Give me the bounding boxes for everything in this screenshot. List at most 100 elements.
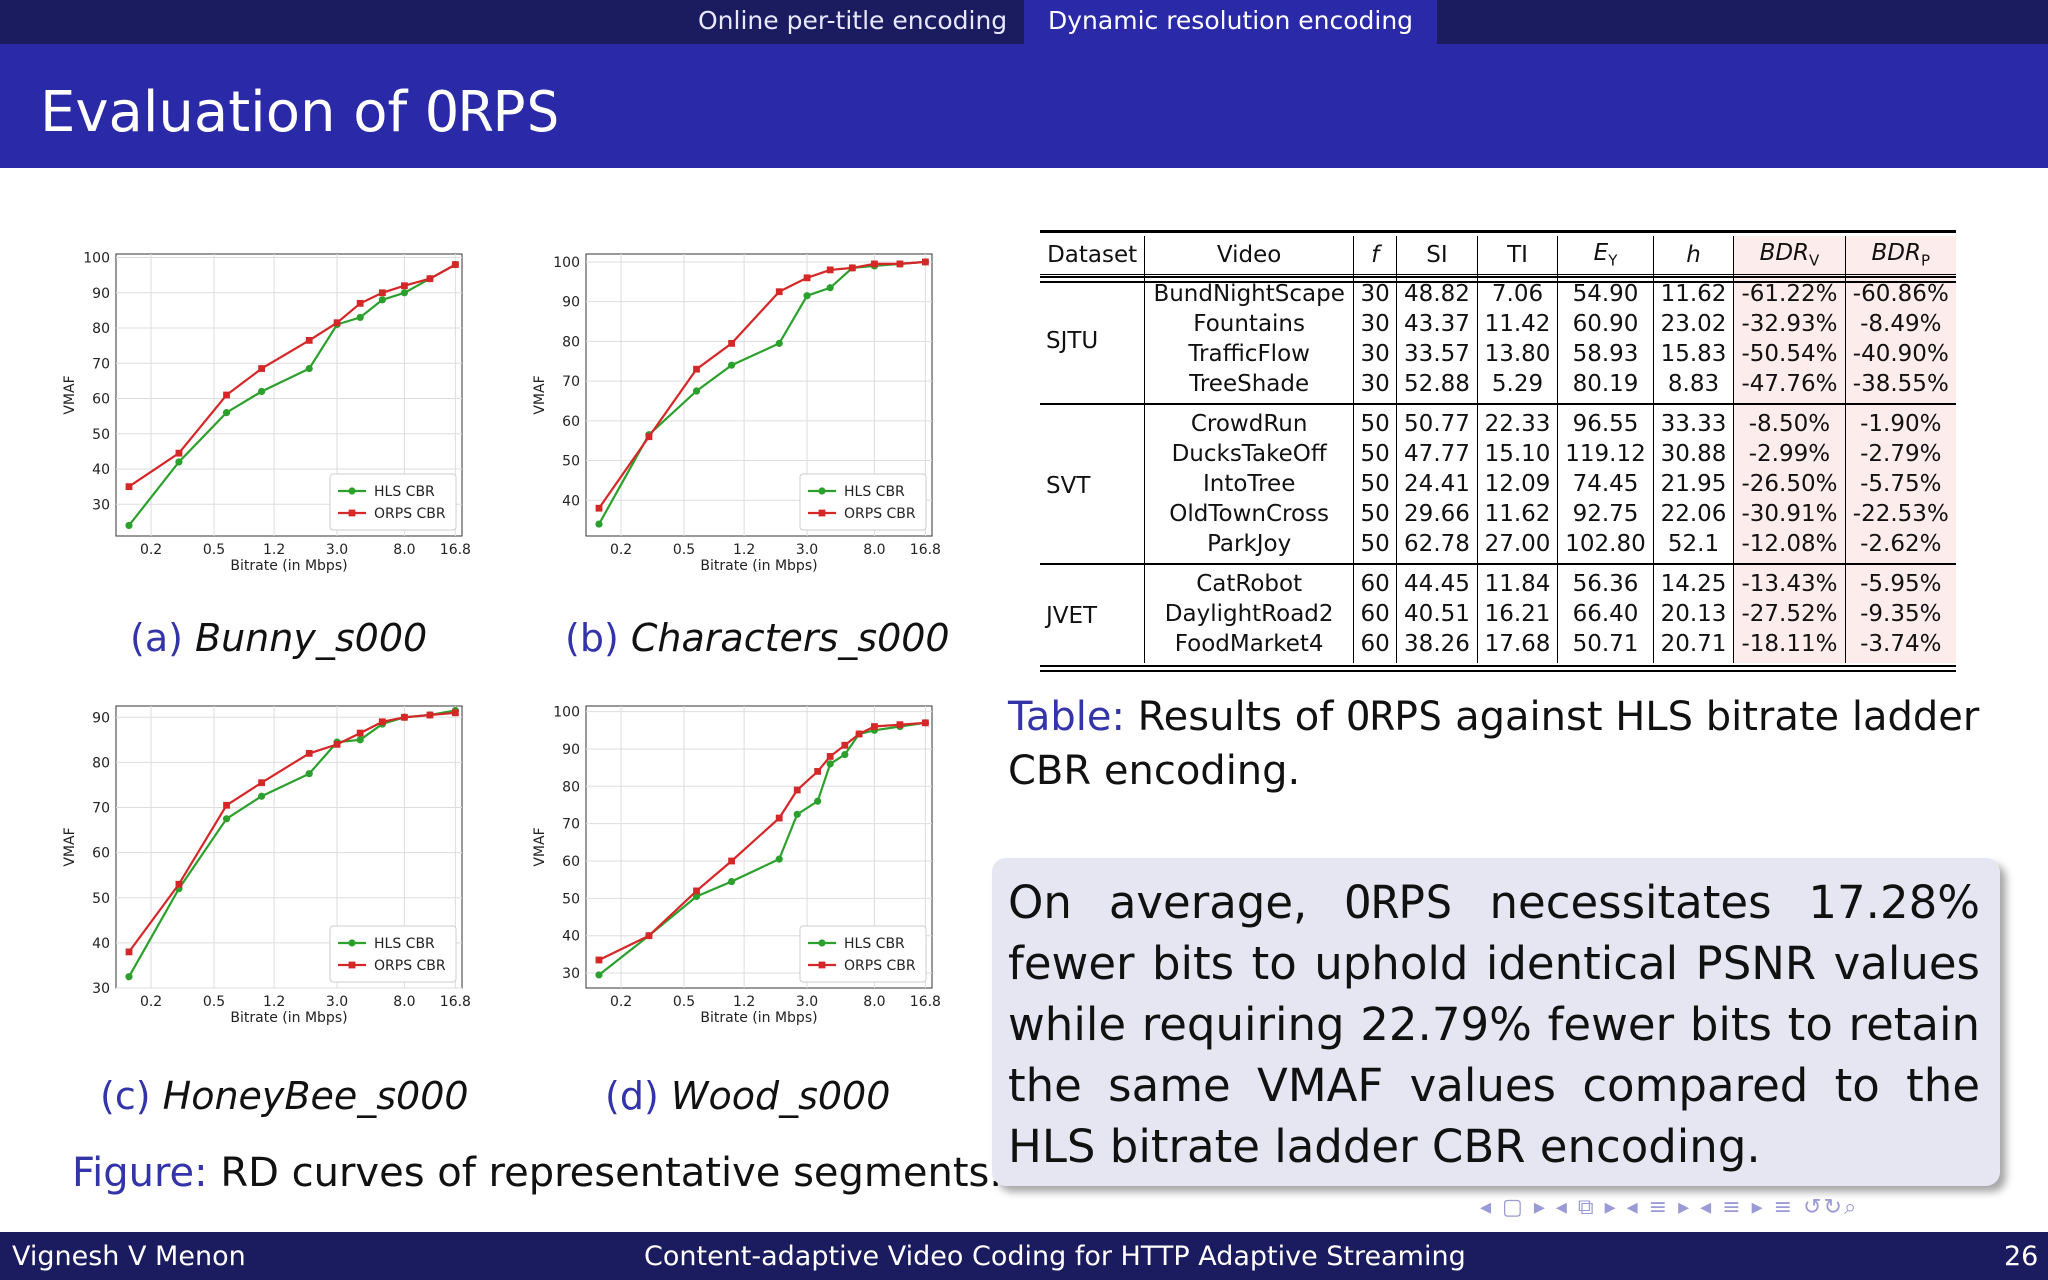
hls-cbr-point [595, 520, 603, 528]
nav-section-icon[interactable]: ◂ ≡ ▸ [1700, 1195, 1765, 1220]
y-tick-label: 100 [553, 705, 580, 721]
y-tick-label: 60 [562, 854, 580, 870]
table-cell: 27.00 [1476, 529, 1558, 564]
table-cell: OldTownCross [1144, 499, 1354, 529]
x-tick-label: 8.0 [393, 994, 415, 1010]
orps-cbr-point [814, 767, 822, 775]
orps-cbr-point [871, 723, 878, 730]
y-tick-label: 80 [92, 321, 110, 337]
table-cell: -1.90% [1844, 405, 1956, 439]
x-axis-label: Bitrate (in Mbps) [700, 558, 817, 574]
subcaption-b: (b) Characters_s000 [565, 616, 950, 660]
nav-first-icon[interactable]: ◂ ▢ ▸ [1480, 1195, 1547, 1220]
legend-box [329, 473, 457, 531]
table-cell: -5.75% [1844, 469, 1956, 499]
table-cell: 47.77 [1396, 439, 1478, 469]
x-tick-label: 16.8 [910, 542, 941, 558]
x-tick-label: 0.2 [610, 542, 632, 558]
nav-item-online-per-title[interactable]: Online per-title encoding [698, 6, 1008, 35]
legend-marker [348, 939, 356, 947]
hls-cbr-point [775, 855, 783, 863]
x-axis-label: Bitrate (in Mbps) [230, 1010, 347, 1026]
table-cell: 11.62 [1652, 274, 1734, 309]
table-cell: 17.68 [1476, 629, 1558, 663]
y-axis-label: VMAF [62, 827, 78, 866]
table-cell: -26.50% [1733, 469, 1846, 499]
legend-marker [818, 509, 826, 517]
orps-cbr-point [826, 753, 834, 760]
orps-cbr-point [356, 729, 364, 737]
col-ey: EY [1557, 236, 1654, 275]
table-cell: 60 [1353, 599, 1397, 629]
table-cell: 22.33 [1476, 405, 1558, 439]
table-cell: 30 [1353, 309, 1397, 339]
table-cell: -18.11% [1733, 629, 1846, 663]
table-cell: 96.55 [1557, 405, 1654, 439]
hls-cbr-point [356, 313, 364, 322]
table-caption-code: ORPS [1346, 694, 1443, 740]
y-tick-label: 40 [562, 929, 580, 945]
table-cell: -30.91% [1733, 499, 1846, 529]
x-tick-label: 0.5 [673, 542, 695, 558]
col-bdrv: BDRV [1733, 236, 1846, 275]
table-cell: -50.54% [1733, 339, 1846, 369]
table-cell: -2.99% [1733, 439, 1846, 469]
table-cell: 21.95 [1652, 469, 1734, 499]
header-subscript: P [1921, 251, 1931, 270]
legend-label: HLS CBR [374, 936, 435, 952]
table-cell: 52.1 [1652, 529, 1734, 564]
nav-item-dynamic-resolution[interactable]: Dynamic resolution encoding [1024, 0, 1438, 44]
header-subscript: V [1809, 251, 1820, 270]
x-tick-label: 3.0 [796, 994, 818, 1010]
subcaption-label: (b) [565, 616, 619, 660]
y-tick-label: 60 [562, 414, 580, 430]
x-tick-label: 0.5 [673, 994, 695, 1010]
x-tick-label: 0.2 [140, 994, 162, 1010]
orps-cbr-point [451, 261, 459, 268]
table-double-rule [1040, 276, 1956, 283]
orps-cbr-point [451, 709, 459, 717]
table-cell: -13.43% [1733, 565, 1846, 599]
slide-title: Evaluation of ORPS [40, 80, 560, 145]
orps-cbr-point [426, 275, 434, 283]
header-subscript: Y [1608, 251, 1618, 270]
rd-plot-honeybee: 0.2 0.5 1.2 3.0 8.0 16.8 30 40 50 60 70 80 90 Bitrate… [60, 700, 471, 1044]
legend-marker [818, 939, 826, 947]
table-row: OldTownCross 50 29.66 11.62 92.75 22.06 -30.91… [1040, 499, 1956, 529]
table-cell: -5.95% [1844, 565, 1956, 599]
orps-cbr-point [175, 880, 183, 888]
nav-menu-icon[interactable]: ≡ [1773, 1195, 1795, 1220]
table-cell: 20.71 [1652, 629, 1734, 663]
nav-subsection-icon[interactable]: ◂ ≡ ▸ [1626, 1195, 1692, 1220]
table-cell: TreeShade [1144, 369, 1354, 404]
orps-cbr-point [896, 721, 904, 729]
table-header-row: Dataset Video f SI TI EY h BDRV BDRP [1040, 236, 1956, 275]
hls-cbr-point [841, 750, 849, 759]
orps-cbr-point [793, 786, 801, 794]
orps-cbr-point [175, 449, 183, 457]
table-cell: 58.93 [1557, 339, 1654, 369]
subcaption-name: Bunny_s000 [195, 616, 428, 660]
col-f: f [1353, 236, 1397, 275]
hls-cbr-point [728, 877, 736, 886]
hls-cbr-point [305, 770, 313, 778]
rd-plot-characters: 0.2 0.5 1.2 3.0 8.0 16.8 40 50 60 70 80 90 100 Bitrat… [530, 248, 941, 592]
rd-chart-svg: 0.2 0.5 1.2 3.0 8.0 16.8 30 40 50 60 70 80 90 Bitrate… [62, 705, 471, 1026]
nav-frame-icon[interactable]: ◂ ⧉ ▸ [1555, 1195, 1618, 1220]
table-caption: Table: Results of ORPS against HLS bitra… [1008, 690, 1998, 798]
y-tick-label: 50 [562, 454, 580, 470]
orps-cbr-point [258, 779, 266, 787]
hls-cbr-point [814, 797, 822, 805]
orps-cbr-point [223, 801, 230, 809]
table-row: TrafficFlow 30 33.57 13.80 58.93 15.83 -50.54%… [1040, 339, 1956, 369]
rd-plot-bunny: 0.2 0.5 1.2 3.0 8.0 16.8 30 40 50 60 70 80 90 100 Bitr… [60, 248, 471, 592]
nav-search-icon[interactable]: ↺↻⌕ [1803, 1195, 1859, 1220]
hls-cbr-point [222, 409, 231, 417]
table-cell: 50 [1353, 439, 1397, 469]
legend-marker [348, 487, 356, 495]
orps-cbr-point [728, 857, 736, 865]
table-cell: -38.55% [1844, 369, 1956, 404]
table-row: FoodMarket4 60 38.26 17.68 50.71 20.71 -18.11%… [1040, 629, 1956, 663]
orps-cbr-point [645, 433, 653, 441]
col-ti: TI [1476, 236, 1558, 275]
